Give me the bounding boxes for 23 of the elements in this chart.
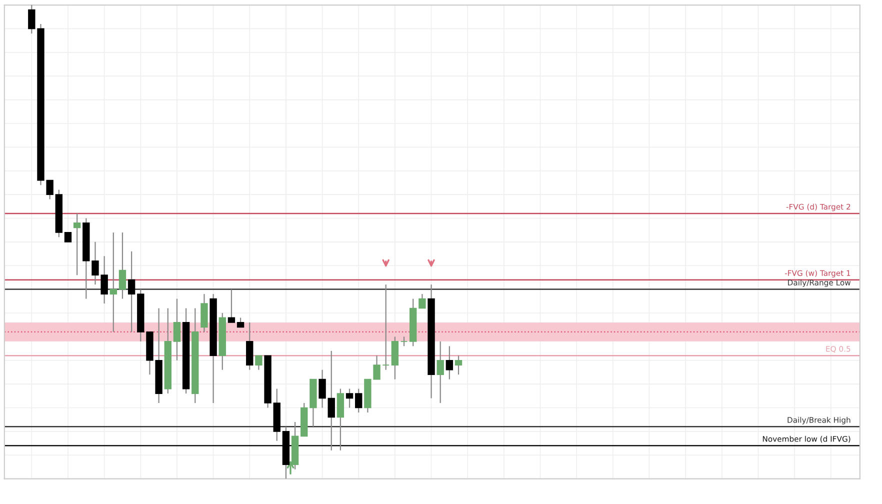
- candlestick: [173, 298, 181, 361]
- candlestick: [336, 388, 344, 451]
- candlestick: [128, 250, 136, 332]
- candlestick: [446, 346, 454, 380]
- candlestick: [382, 284, 390, 370]
- candlestick: [236, 317, 244, 328]
- candlestick: [118, 232, 126, 300]
- candlestick: [318, 369, 326, 408]
- candlestick: [355, 388, 362, 414]
- candlestick: [246, 322, 254, 370]
- candlestick: [346, 388, 354, 408]
- candlestick: [328, 350, 335, 451]
- candlestick: [400, 336, 408, 347]
- candlestick: [110, 232, 117, 332]
- candlestick: [64, 232, 72, 242]
- candlestick: [454, 355, 462, 376]
- candlestick: [436, 340, 444, 404]
- candlestick: [200, 293, 208, 332]
- candlestick: [255, 355, 262, 370]
- candlestick: [391, 336, 399, 380]
- candlestick: [73, 212, 81, 276]
- candlestick: [418, 293, 426, 309]
- candlestick: [228, 288, 236, 324]
